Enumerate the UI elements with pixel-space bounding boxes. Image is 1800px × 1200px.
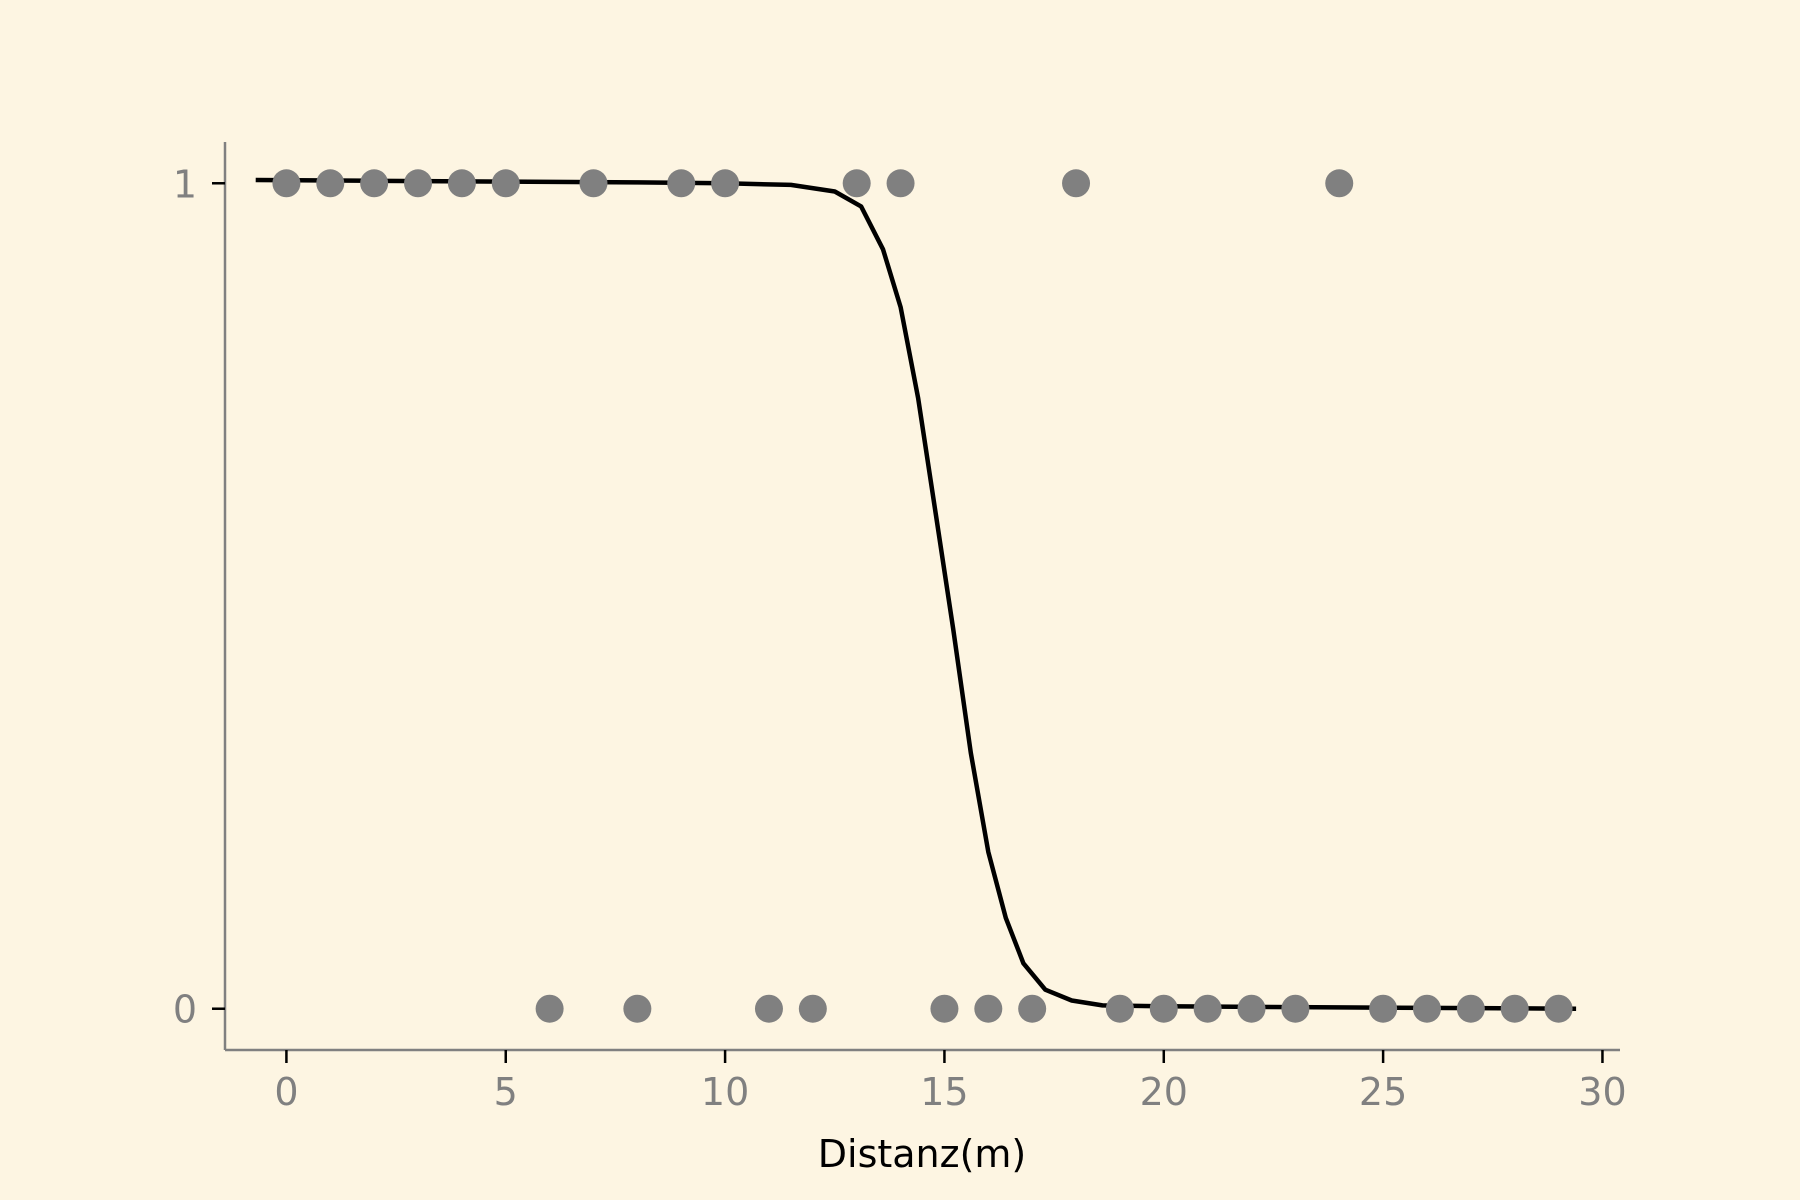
x-tick-label: 5 (494, 1070, 518, 1114)
data-point (1544, 994, 1573, 1023)
data-point (1105, 994, 1134, 1023)
data-point (754, 994, 783, 1023)
data-point (1193, 994, 1222, 1023)
data-point (360, 169, 389, 198)
x-tick-label: 15 (920, 1070, 968, 1114)
x-axis-label: Distanz(m) (818, 1132, 1027, 1176)
data-point (447, 169, 476, 198)
data-point (1500, 994, 1529, 1023)
data-point (842, 169, 871, 198)
data-point (316, 169, 345, 198)
data-point (1369, 994, 1398, 1023)
data-point (623, 994, 652, 1023)
data-point (667, 169, 696, 198)
x-tick-label: 25 (1359, 1070, 1407, 1114)
x-tick-label: 0 (274, 1070, 298, 1114)
data-point (1237, 994, 1266, 1023)
data-point (1018, 994, 1047, 1023)
data-points-layer (272, 169, 1573, 1023)
fitted-curve (255, 177, 1577, 1011)
data-point (930, 994, 959, 1023)
tick-labels-layer: 0 5 10 15 20 25 30 0 1 (173, 162, 1627, 1114)
y-tick-label: 0 (173, 988, 197, 1032)
data-point (579, 169, 608, 198)
x-tick-label: 30 (1578, 1070, 1626, 1114)
data-point (535, 994, 564, 1023)
data-point (711, 169, 740, 198)
data-point (1149, 994, 1178, 1023)
x-tick-label: 10 (701, 1070, 749, 1114)
data-point (1062, 169, 1091, 198)
axes (212, 142, 1620, 1063)
y-tick-label: 1 (173, 162, 197, 206)
data-point (798, 994, 827, 1023)
data-point (1456, 994, 1485, 1023)
data-point (404, 169, 433, 198)
data-point (974, 994, 1003, 1023)
data-point (1281, 994, 1310, 1023)
data-point (1412, 994, 1441, 1023)
data-point (272, 169, 301, 198)
fitted-curve-layer (255, 177, 1577, 1011)
data-point (886, 169, 915, 198)
data-point (491, 169, 520, 198)
data-point (1325, 169, 1354, 198)
x-tick-label: 20 (1140, 1070, 1188, 1114)
